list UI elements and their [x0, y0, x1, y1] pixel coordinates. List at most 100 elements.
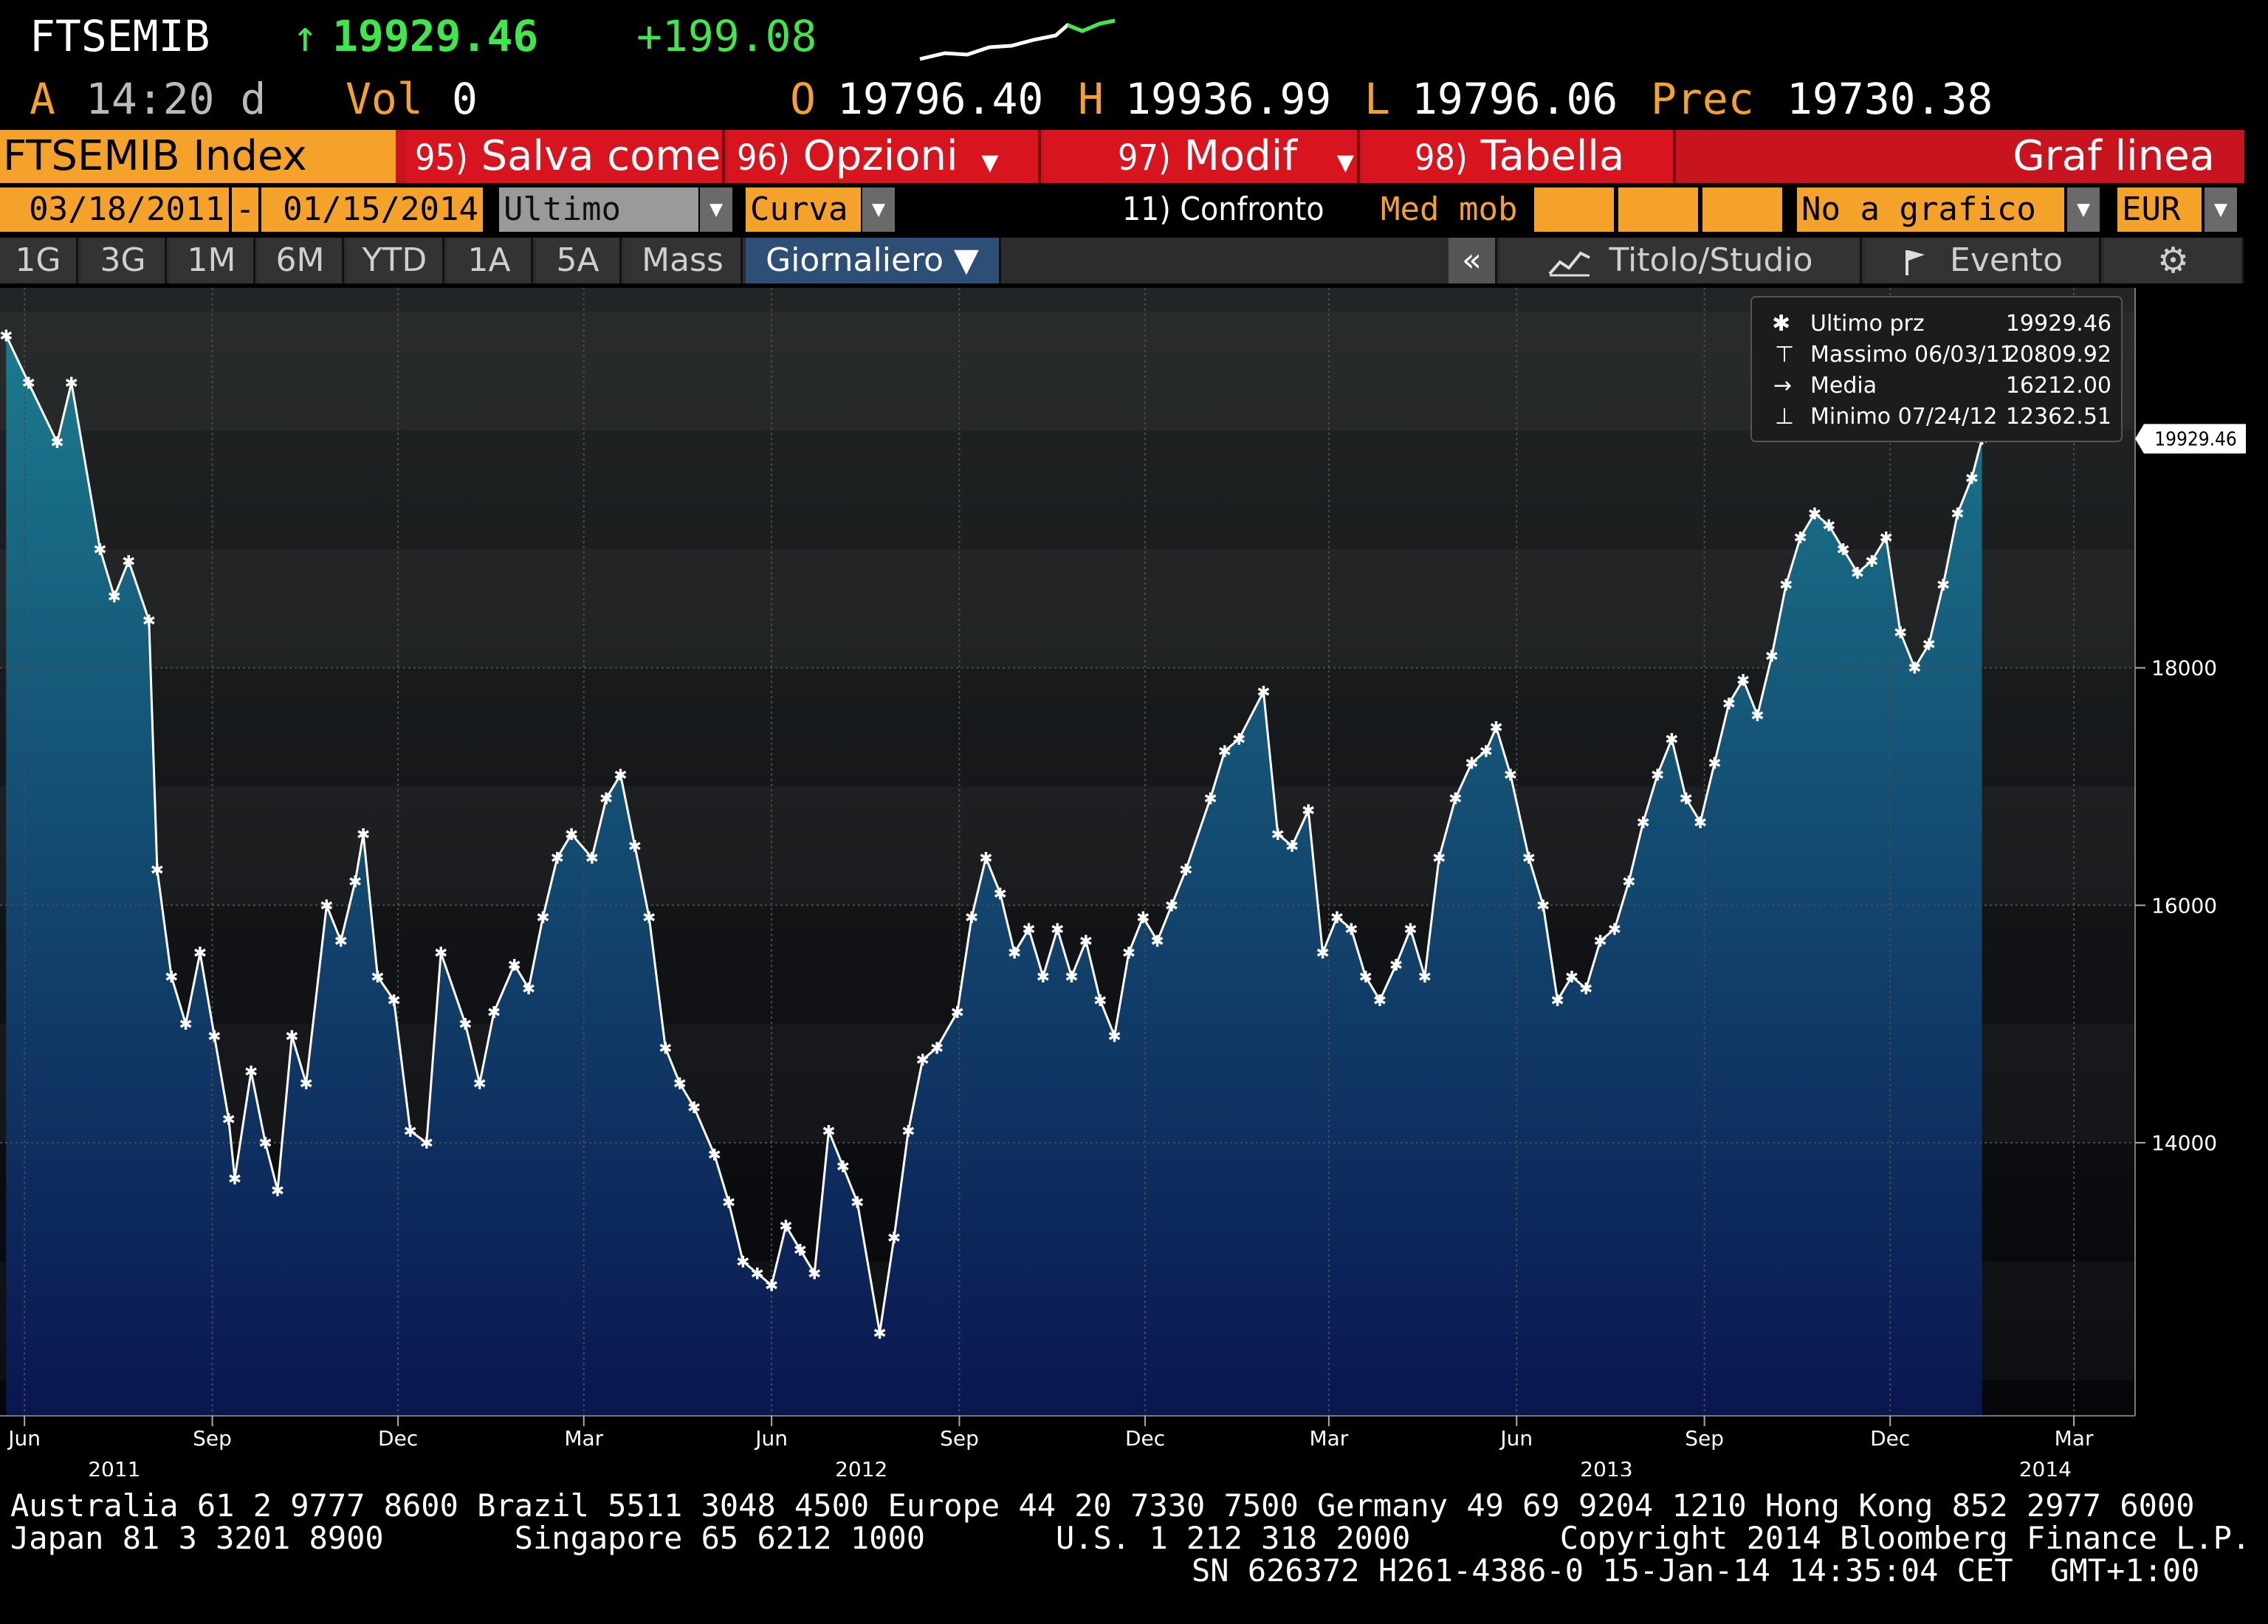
- price-area-fill: [6, 335, 1982, 1416]
- end-date-field[interactable]: 01/15/2014: [261, 187, 483, 232]
- data-point-marker: ✱: [1022, 921, 1035, 940]
- chevron-down-icon[interactable]: ▼: [862, 187, 895, 232]
- data-point-marker: ✱: [1608, 921, 1621, 940]
- data-point-marker: ✱: [65, 375, 78, 393]
- save-as-button[interactable]: 95) Salva come: [406, 130, 725, 183]
- currency-select[interactable]: EUR: [2117, 187, 2202, 232]
- mov-avg-field-2[interactable]: [1618, 187, 1698, 232]
- up-arrow-icon: ↑: [292, 11, 318, 61]
- tab-mass[interactable]: Mass: [625, 238, 743, 283]
- data-point-marker: ✱: [1879, 529, 1892, 548]
- footer-contacts-2: Japan 81 3 3201 8900 Singapore 65 6212 1…: [10, 1520, 2251, 1556]
- data-point-marker: ✱: [1636, 814, 1649, 833]
- save-as-number: 95): [415, 137, 468, 179]
- tab-3g[interactable]: 3G: [81, 238, 167, 283]
- x-tick-label: Sep: [193, 1426, 232, 1451]
- data-point-marker: ✱: [1851, 565, 1864, 583]
- edit-button[interactable]: 97) Modif ▼: [1044, 130, 1360, 183]
- last-price-icon: ✱: [1772, 311, 1790, 337]
- data-point-marker: ✱: [873, 1324, 886, 1343]
- data-point-marker: ✱: [1389, 957, 1403, 975]
- x-tick-label: Sep: [1685, 1426, 1724, 1451]
- data-point-marker: ✱: [122, 553, 135, 571]
- data-point-marker: ✱: [1565, 968, 1578, 987]
- data-point-marker: ✱: [1779, 577, 1793, 595]
- data-point-marker: ✱: [1285, 838, 1299, 856]
- save-as-label: Salva come: [481, 132, 721, 180]
- high-marker-icon: ⊤: [1775, 342, 1794, 368]
- data-point-marker: ✱: [887, 1230, 901, 1248]
- gear-icon[interactable]: ⚙: [2104, 238, 2244, 283]
- events-button[interactable]: Evento: [1865, 238, 2101, 283]
- data-point-marker: ✱: [765, 1277, 778, 1296]
- tab-1m[interactable]: 1M: [170, 238, 255, 283]
- data-point-marker: ✱: [585, 850, 599, 868]
- data-point-marker: ✱: [320, 897, 333, 915]
- data-point-marker: ✱: [1708, 754, 1721, 773]
- data-point-marker: ✱: [751, 1265, 764, 1284]
- data-point-marker: ✱: [404, 1123, 417, 1141]
- data-point-marker: ✱: [850, 1194, 864, 1212]
- table-button[interactable]: 98) Tabella: [1363, 130, 1676, 183]
- moving-average-label[interactable]: Med mob: [1381, 190, 1518, 228]
- tab-6m[interactable]: 6M: [258, 238, 344, 283]
- data-point-marker: ✱: [1722, 695, 1736, 714]
- data-point-marker: ✱: [1257, 684, 1270, 702]
- data-point-marker: ✱: [536, 909, 549, 927]
- options-button[interactable]: 96) Opzioni ▼: [728, 130, 1041, 183]
- chevron-down-icon[interactable]: ▼: [2067, 187, 2100, 232]
- data-point-marker: ✱: [950, 1004, 963, 1022]
- data-point-marker: ✱: [1093, 992, 1107, 1011]
- tab-1a[interactable]: 1A: [447, 238, 533, 283]
- style-select[interactable]: Curva: [746, 187, 861, 232]
- studies-button[interactable]: Titolo/Studio: [1500, 238, 1862, 283]
- events-label: Evento: [1950, 241, 2063, 279]
- data-point-marker: ✱: [348, 873, 362, 892]
- data-point-marker: ✱: [1522, 850, 1536, 868]
- security-field[interactable]: FTSEMIB Index: [0, 130, 396, 183]
- collapse-button[interactable]: «: [1449, 238, 1497, 283]
- data-point-marker: ✱: [979, 850, 992, 868]
- chart-study-icon: [1548, 251, 1591, 277]
- data-point-marker: ✱: [1937, 577, 1950, 595]
- price-series-line: [4, 334, 1984, 1333]
- data-point-marker: ✱: [1051, 921, 1064, 940]
- data-point-marker: ✱: [300, 1076, 313, 1094]
- data-point-marker: ✱: [1316, 945, 1329, 963]
- chevron-down-icon[interactable]: ▼: [2205, 187, 2237, 232]
- data-point-marker: ✱: [387, 992, 400, 1011]
- compare-button[interactable]: 11) Confronto: [1122, 190, 1324, 228]
- data-point-marker: ✱: [687, 1099, 701, 1118]
- data-point-marker: ✱: [1449, 791, 1462, 809]
- data-point-marker: ✱: [1536, 897, 1550, 915]
- data-point-marker: ✱: [1750, 707, 1764, 726]
- lower-chart-select[interactable]: No a grafico infe: [1797, 187, 2064, 272]
- data-point-marker: ✱: [1065, 968, 1078, 987]
- last-time: 14:20 d: [86, 74, 267, 124]
- x-tick-label: Jun: [754, 1426, 788, 1451]
- data-point-marker: ✱: [628, 838, 642, 856]
- data-point-marker: ✱: [1150, 933, 1164, 952]
- period-select[interactable]: Giornaliero ▼: [746, 238, 1001, 283]
- tab-5a[interactable]: 5A: [536, 238, 622, 283]
- chart-type-button[interactable]: Graf linea: [2013, 132, 2215, 180]
- x-tick-label: Mar: [564, 1426, 603, 1451]
- start-date-field[interactable]: 03/18/2011: [0, 187, 229, 232]
- chevron-down-icon[interactable]: ▼: [700, 187, 732, 232]
- data-point-marker: ✱: [371, 968, 384, 987]
- legend-value-last: 19929.46: [2006, 311, 2111, 337]
- data-point-marker: ✱: [1403, 921, 1417, 940]
- data-point-marker: ✱: [1302, 802, 1315, 821]
- data-point-marker: ✱: [228, 1170, 241, 1188]
- mov-avg-field-1[interactable]: [1534, 187, 1614, 232]
- tab-ytd[interactable]: YTD: [347, 238, 444, 283]
- data-point-marker: ✱: [1037, 968, 1050, 987]
- data-point-marker: ✱: [1136, 909, 1150, 927]
- field-select[interactable]: Ultimo prz: [499, 187, 698, 272]
- chart-legend[interactable]: ✱ Ultimo prz 19929.46 ⊤ Massimo 06/03/11…: [1750, 296, 2123, 442]
- data-point-marker: ✱: [244, 1064, 258, 1082]
- tab-1g[interactable]: 1G: [0, 238, 78, 283]
- data-point-marker: ✱: [1951, 506, 1964, 524]
- mov-avg-field-3[interactable]: [1702, 187, 1782, 232]
- data-point-marker: ✱: [1922, 636, 1936, 655]
